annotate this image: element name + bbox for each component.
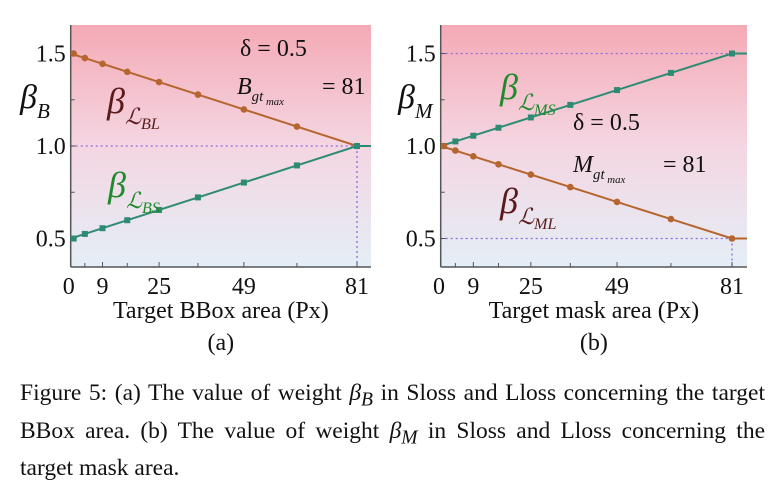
data-point (567, 183, 574, 191)
data-point (527, 171, 535, 178)
data-point (613, 198, 621, 206)
data-point (470, 152, 477, 160)
caption-symbol-beta-m: βM (389, 417, 418, 449)
x-tick-label: 0 (433, 274, 445, 300)
data-point (156, 206, 163, 213)
data-point (81, 230, 88, 237)
data-point (440, 142, 448, 150)
y-axis-title: βB (19, 79, 50, 123)
annotation-max: Mgt max (572, 152, 625, 186)
data-point (124, 217, 131, 224)
data-point (452, 138, 459, 145)
data-point (240, 179, 247, 186)
x-tick-label: 49 (232, 274, 256, 300)
data-point (194, 194, 201, 201)
series-label-ms: βℒMS (499, 67, 556, 119)
data-point (667, 215, 675, 223)
data-point (567, 101, 574, 108)
data-point (495, 124, 502, 131)
x-tick-label: 49 (605, 274, 629, 300)
data-point (527, 114, 534, 121)
annotation-max-value: = 81 (663, 152, 707, 178)
y-tick-label: 0.5 (406, 227, 436, 253)
panel-label: (a) (208, 330, 235, 356)
series-line-β_L_BL (70, 52, 371, 147)
caption-lead: Figure 5: (a) The value of weight (20, 380, 350, 406)
data-point (240, 106, 248, 113)
x-tick-label: 25 (147, 274, 171, 300)
annotation-delta: δ = 0.5 (573, 110, 640, 136)
data-point (70, 50, 77, 57)
y-tick-label: 1.0 (406, 134, 436, 160)
data-point (81, 54, 89, 62)
data-point (99, 60, 106, 68)
data-point (354, 143, 360, 149)
series-label-bl: βℒBL (106, 81, 160, 133)
panel-label: (b) (580, 330, 608, 356)
caption-tail: in Sloss and Lloss concerning the target… (20, 417, 765, 482)
data-point (155, 78, 163, 86)
data-point (667, 69, 674, 76)
data-point (728, 235, 736, 242)
data-point (729, 50, 735, 57)
data-point (123, 68, 131, 76)
series-line-β_L_ML (440, 145, 747, 240)
data-point (293, 162, 300, 169)
y-axis-title: βM (397, 79, 434, 123)
y-tick-label: 1.5 (36, 42, 66, 68)
series-line-β_L_BS (70, 145, 371, 240)
x-tick-label: 9 (467, 274, 479, 300)
x-axis-title: Target BBox area (Px) (113, 298, 329, 324)
x-tick-label: 0 (63, 274, 75, 300)
data-point (70, 235, 77, 242)
x-axis-title: Target mask area (Px) (489, 298, 699, 324)
figure-caption: Figure 5: (a) The value of weight βB in … (20, 378, 765, 484)
annotation-delta: δ = 0.5 (240, 36, 307, 62)
annotation-max: Bgt max (237, 74, 284, 108)
data-point (194, 91, 202, 98)
x-tick-label: 9 (97, 274, 109, 300)
caption-symbol-beta-b: βB (349, 380, 373, 411)
data-point (452, 147, 459, 154)
x-tick-label: 81 (345, 274, 369, 300)
data-point (99, 225, 106, 232)
data-point (293, 123, 301, 130)
plot-background (440, 25, 747, 267)
data-point (614, 87, 621, 94)
series-label-ml: βℒML (499, 181, 557, 233)
y-tick-label: 1.5 (406, 42, 436, 68)
y-tick-label: 1.0 (36, 134, 66, 160)
data-point (495, 160, 502, 168)
x-tick-label: 25 (519, 274, 543, 300)
data-point (470, 132, 477, 139)
series-line-β_L_MS (440, 52, 747, 147)
caption-mid: in Sloss and Lloss concerning the target… (20, 380, 765, 444)
annotation-max-value: = 81 (322, 74, 366, 100)
y-tick-label: 0.5 (36, 227, 66, 253)
series-label-bs: βℒBS (107, 165, 160, 217)
x-tick-label: 81 (720, 274, 744, 300)
